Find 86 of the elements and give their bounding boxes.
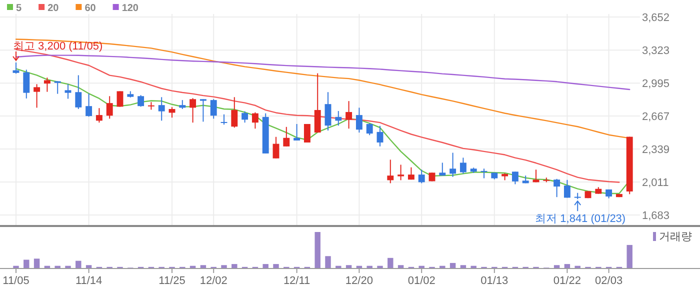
candlestick [12, 62, 20, 74]
y-tick-label: 2,339 [642, 144, 670, 156]
bar [24, 260, 30, 268]
bar [221, 265, 227, 268]
candlestick [64, 84, 72, 100]
candlestick [220, 114, 228, 126]
candlestick [335, 110, 342, 126]
candlestick [116, 90, 124, 108]
candlestick [283, 126, 290, 147]
candlestick [44, 77, 50, 92]
y-tick-label: 2,011 [642, 177, 669, 190]
candlestick [304, 124, 310, 142]
candlestick [387, 159, 394, 184]
candlestick [106, 96, 113, 120]
bar [564, 264, 570, 268]
bar [346, 265, 352, 268]
x-tick-label: 12/20 [345, 275, 373, 287]
candlestick [450, 152, 456, 178]
candlestick [460, 157, 466, 174]
candlestick [190, 98, 196, 124]
candlestick [324, 92, 332, 132]
candlestick [346, 100, 352, 130]
x-tick-label: 11/14 [75, 275, 102, 287]
bar [314, 232, 320, 268]
candlestick [23, 69, 30, 99]
candlestick [75, 74, 82, 110]
candlestick [376, 125, 384, 147]
legend-label: 20 [48, 3, 60, 14]
bar [76, 260, 82, 268]
candlestick [272, 136, 280, 159]
candlestick [158, 96, 165, 122]
y-tick-label: 1,683 [642, 210, 670, 222]
candlestick [439, 162, 446, 176]
candlestick [564, 179, 570, 198]
bar [325, 256, 331, 268]
candlestick [200, 98, 206, 122]
candlestick [356, 107, 362, 134]
candlestick [532, 169, 540, 183]
bar [262, 264, 268, 268]
candlestick [231, 96, 238, 128]
x-tick-label: 11/25 [158, 275, 186, 287]
candlestick [138, 94, 144, 108]
candlestick [314, 72, 321, 134]
bar [273, 264, 279, 268]
x-tick-label: 11/05 [2, 275, 30, 287]
bar [626, 244, 632, 268]
y-tick-label: 2,995 [642, 78, 670, 90]
candlestick [512, 171, 518, 185]
candlestick [398, 164, 404, 181]
bar [86, 265, 92, 268]
candlestick [242, 110, 248, 124]
legend-label: 거래량 [659, 231, 692, 243]
candlestick [96, 108, 102, 124]
candlestick [480, 168, 488, 179]
candlestick [554, 178, 560, 198]
y-tick-label: 2,667 [642, 111, 670, 124]
legend-label: 60 [84, 3, 96, 14]
candlestick [210, 98, 217, 120]
x-tick-label: 12/11 [283, 275, 310, 287]
bar [398, 265, 404, 268]
x-tick-label: 12/02 [200, 275, 228, 287]
bar [460, 265, 466, 268]
bar [200, 265, 206, 268]
candlestick [294, 123, 300, 141]
legend-label: 5 [16, 3, 22, 14]
y-tick-label: 3,652 [642, 12, 670, 24]
bar [34, 258, 40, 268]
annotation: 최저 1,841 (01/23) [535, 213, 626, 226]
legend-label: 120 [122, 3, 139, 14]
annotation: 최고 3,200 (11/05) [13, 40, 103, 52]
candlestick [418, 169, 425, 184]
x-tick-label: 01/22 [553, 275, 581, 287]
candlestick [252, 112, 258, 130]
bar [450, 262, 456, 268]
x-tick-label: 01/02 [408, 275, 436, 287]
bar [388, 258, 394, 268]
x-tick-label: 01/13 [480, 275, 508, 287]
candlestick [54, 80, 61, 94]
bar [232, 264, 238, 268]
candlestick [408, 166, 414, 180]
candlestick [34, 84, 40, 108]
x-tick-label: 02/03 [595, 275, 623, 287]
candlestick [86, 93, 92, 118]
candlestick [366, 122, 373, 136]
bar [554, 265, 560, 268]
y-tick-label: 3,323 [642, 45, 670, 58]
